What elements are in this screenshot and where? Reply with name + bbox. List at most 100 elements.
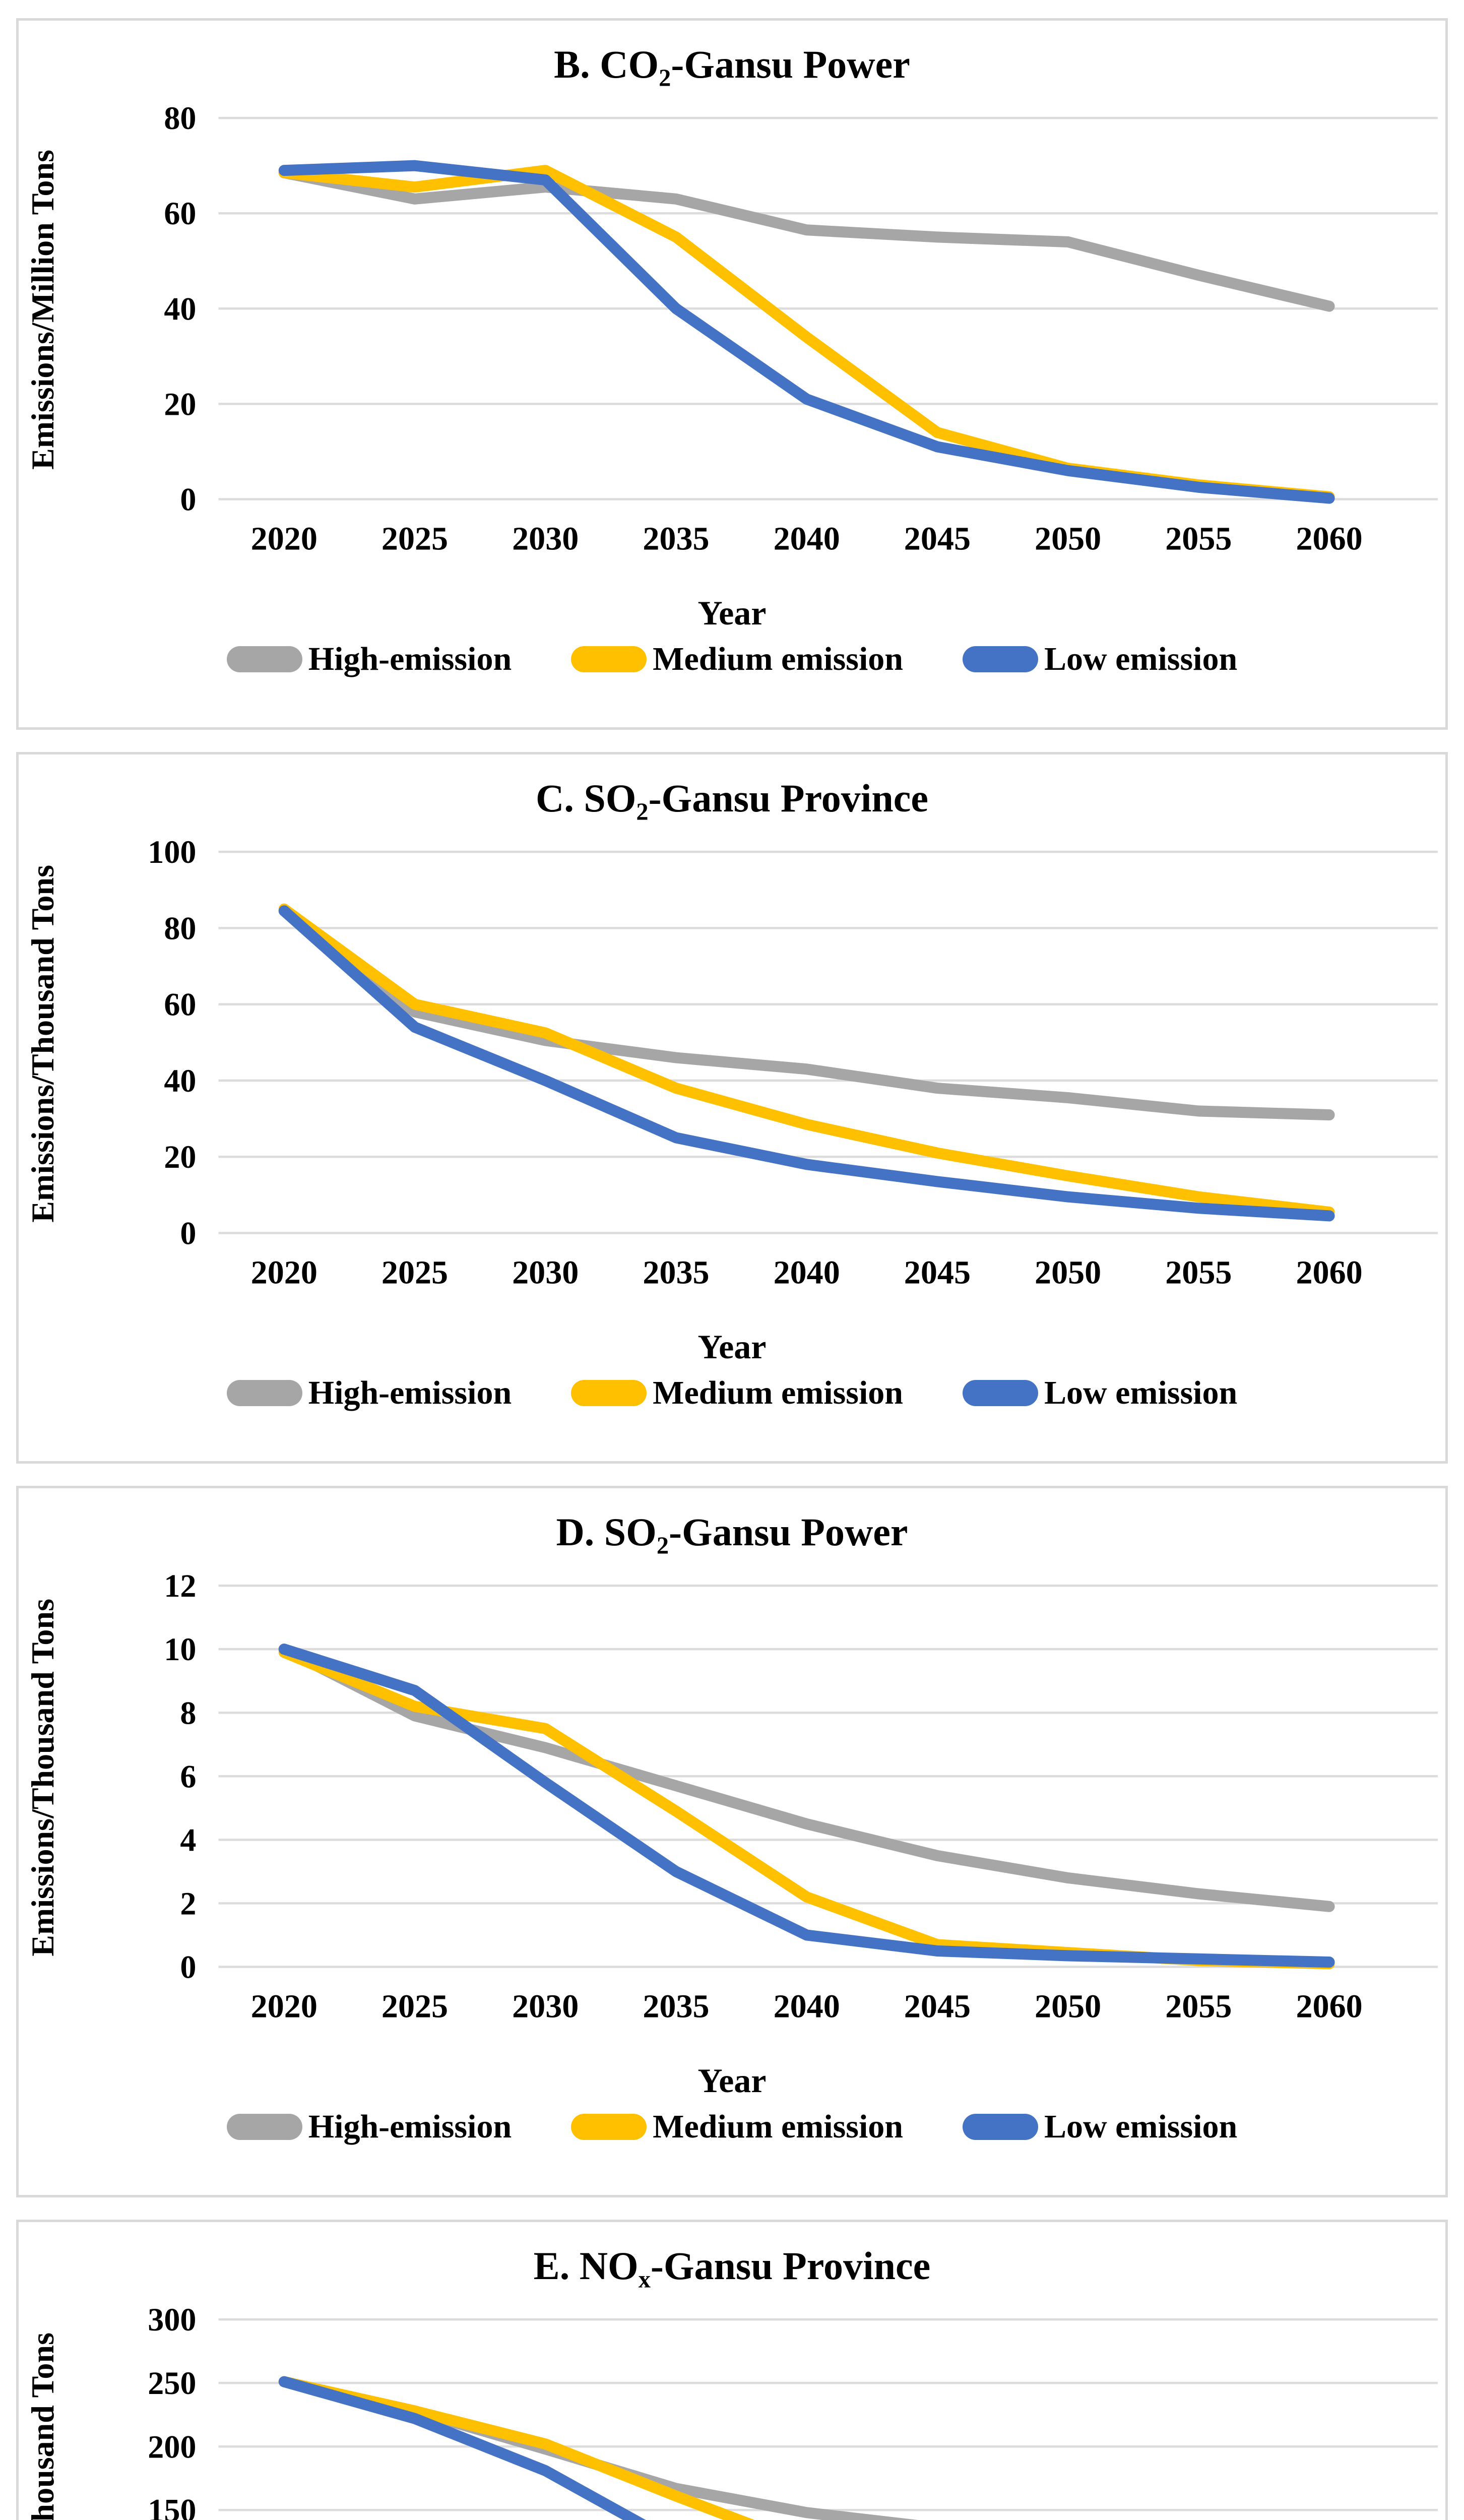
- x-tick-label-2040: 2040: [774, 1988, 840, 2025]
- y-tick-label: 0: [180, 1215, 196, 1251]
- y-tick-label: 80: [164, 910, 196, 946]
- panel-title: E. NOx-Gansu Province: [19, 2245, 1445, 2292]
- x-tick-label-2055: 2055: [1165, 521, 1232, 557]
- x-tick-label-2050: 2050: [1035, 1254, 1101, 1291]
- legend-item-medium-emission: Medium emission: [571, 1374, 903, 1412]
- panel-title: C. SO2-Gansu Province: [19, 776, 1445, 825]
- series-line-low-emission: [278, 905, 1335, 1222]
- panel-title-prefix: D. SO: [556, 1510, 657, 1554]
- panel-title-prefix: B. CO: [554, 42, 659, 86]
- y-tick-label: 0: [180, 481, 196, 517]
- legend: High-emission Medium emission Low emission: [19, 1374, 1445, 1412]
- x-tick-label-2050: 2050: [1035, 521, 1101, 557]
- y-axis-label-column: Emissions/Million Tons: [19, 90, 67, 590]
- legend-swatch-medium-emission: [571, 1379, 647, 1406]
- y-tick-label: 60: [164, 987, 196, 1023]
- series-line-medium-emission: [278, 164, 1335, 502]
- x-tick-label-2045: 2045: [904, 1988, 971, 2025]
- x-axis-label: Year: [697, 593, 767, 632]
- x-tick-label-2040: 2040: [774, 1254, 840, 1291]
- y-tick-label: 200: [148, 2429, 196, 2465]
- y-tick-label: 300: [148, 2302, 196, 2338]
- panel-title-subscript: x: [638, 2266, 651, 2293]
- legend-label-high-emission: High-emission: [308, 2108, 512, 2145]
- legend-item-medium-emission: Medium emission: [571, 2108, 903, 2146]
- series-line-high-emission: [278, 167, 1335, 312]
- chart-panel-D: D. SO2-Gansu Power Emissions/Thousand To…: [16, 1486, 1448, 2197]
- y-tick-label: 100: [148, 834, 196, 870]
- x-tick-label-2025: 2025: [381, 1988, 448, 2025]
- x-tick-label-2025: 2025: [381, 521, 448, 557]
- y-tick-label: 80: [164, 100, 196, 136]
- x-axis-label: Year: [697, 2061, 767, 2100]
- legend-item-medium-emission: Medium emission: [571, 640, 903, 678]
- x-tick-label-2020: 2020: [251, 1988, 317, 2025]
- x-axis-label: Year: [697, 1327, 767, 1366]
- panel-title-subscript: 2: [656, 1532, 669, 1559]
- series-line-high-emission: [278, 2376, 919, 2520]
- x-tick-label-2045: 2045: [904, 1254, 971, 1291]
- legend-swatch-medium-emission: [571, 646, 647, 672]
- legend-item-high-emission: High-emission: [226, 2108, 512, 2146]
- chart-panel-B: B. CO2-Gansu Power Emissions/Million Ton…: [16, 18, 1448, 730]
- chart-row: Emissions/Thousand Tons 0 2 4 6 8 10 12 2020 202…: [19, 1558, 1445, 2058]
- y-axis-label: Emissions/Thousand Tons: [25, 1598, 60, 1957]
- legend-label-low-emission: Low emission: [1044, 2108, 1238, 2145]
- legend-label-low-emission: Low emission: [1044, 640, 1238, 677]
- x-tick-label-2060: 2060: [1296, 521, 1362, 557]
- y-tick-label: 40: [164, 291, 196, 327]
- series-line-low-emission: [278, 1644, 1335, 1968]
- legend-swatch-low-emission: [963, 2113, 1038, 2140]
- legend: High-emission Medium emission Low emission: [19, 640, 1445, 678]
- legend: High-emission Medium emission Low emission: [19, 2108, 1445, 2146]
- legend-label-medium-emission: Medium emission: [653, 640, 903, 677]
- y-tick-label: 150: [148, 2492, 196, 2520]
- panel-title-suffix: -Gansu Power: [669, 1510, 908, 1554]
- x-tick-label-2030: 2030: [512, 1254, 579, 1291]
- chart-panel-C: C. SO2-Gansu Province Emissions/Thousand…: [16, 752, 1448, 1464]
- y-axis-label-column: Emissions/Thousand Tons: [19, 1558, 67, 2058]
- chart-canvas: 0 2 4 6 8 10 12 2020 2025 2030 2035 2040 2045 2050 205…: [164, 1568, 1438, 2025]
- panel-title-prefix: C. SO: [536, 776, 636, 820]
- series-line-medium-emission: [278, 2376, 755, 2520]
- series-line-medium-emission: [278, 1647, 1335, 1970]
- x-tick-label-2035: 2035: [643, 1988, 709, 2025]
- y-axis-label: Emissions/Million Tons: [25, 150, 60, 470]
- panel-title-subscript: 2: [636, 798, 649, 826]
- panel-title: D. SO2-Gansu Power: [19, 1510, 1445, 1558]
- legend-item-low-emission: Low emission: [963, 2108, 1237, 2146]
- legend-item-low-emission: Low emission: [963, 640, 1237, 678]
- y-tick-label: 8: [180, 1695, 196, 1731]
- y-tick-label: 250: [148, 2365, 196, 2401]
- y-axis-label: Emissions/Thousand Tons: [25, 2332, 60, 2520]
- y-axis-label-column: Emissions/Thousand Tons: [19, 824, 67, 1324]
- legend-swatch-high-emission: [226, 1379, 302, 1406]
- series-line-medium-emission: [278, 903, 1335, 1218]
- y-tick-label: 4: [180, 1822, 196, 1858]
- x-tick-label-2035: 2035: [643, 1254, 709, 1291]
- x-tick-label-2045: 2045: [904, 521, 971, 557]
- panel-title-subscript: 2: [659, 65, 671, 92]
- series-line-low-emission: [278, 160, 1335, 504]
- legend-swatch-high-emission: [226, 646, 302, 672]
- y-tick-label: 0: [180, 1949, 196, 1985]
- series-line-low-emission: [278, 2376, 646, 2520]
- legend-label-high-emission: High-emission: [308, 1374, 512, 1411]
- x-tick-label-2030: 2030: [512, 521, 579, 557]
- x-tick-label-2025: 2025: [381, 1254, 448, 1291]
- x-tick-label-2030: 2030: [512, 1988, 579, 2025]
- y-tick-label: 10: [164, 1631, 196, 1667]
- legend-swatch-high-emission: [226, 2113, 302, 2140]
- chart-panel-E: E. NOx-Gansu Province Emissions/Thousand…: [16, 2220, 1448, 2520]
- y-axis-label: Emissions/Thousand Tons: [25, 864, 60, 1223]
- x-tick-label-2050: 2050: [1035, 1988, 1101, 2025]
- panel-title: B. CO2-Gansu Power: [19, 42, 1445, 91]
- x-tick-label-2055: 2055: [1165, 1988, 1232, 2025]
- legend-swatch-low-emission: [963, 1379, 1038, 1406]
- y-tick-label: 20: [164, 386, 196, 422]
- chart-row: Emissions/Thousand Tons 0501001502002503…: [19, 2292, 1445, 2520]
- legend-item-high-emission: High-emission: [226, 640, 512, 678]
- x-tick-label-2035: 2035: [643, 521, 709, 557]
